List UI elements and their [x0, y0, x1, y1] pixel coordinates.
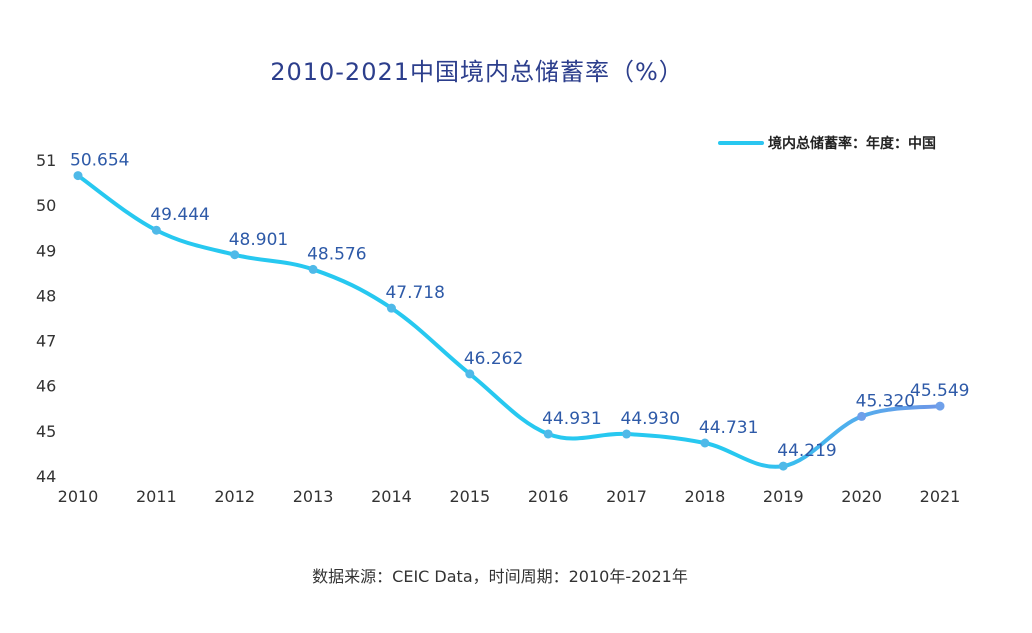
x-tick-label: 2013 [293, 487, 334, 506]
data-point [230, 250, 240, 260]
x-tick-label: 2012 [214, 487, 255, 506]
data-point [386, 303, 396, 313]
y-tick-label: 46 [36, 377, 56, 396]
data-point [543, 429, 553, 439]
data-point [622, 429, 632, 439]
data-label: 45.320 [856, 391, 915, 411]
data-point [73, 171, 83, 181]
x-tick-label: 2016 [528, 487, 569, 506]
data-point [151, 225, 161, 235]
data-label: 48.576 [307, 244, 366, 264]
y-tick-label: 45 [36, 422, 56, 441]
legend: 境内总储蓄率：年度：中国 [718, 135, 936, 152]
y-axis-ticks: 44 45 46 47 48 49 50 51 [36, 151, 56, 486]
legend-label: 境内总储蓄率：年度：中国 [768, 135, 936, 152]
y-tick-label: 44 [36, 467, 56, 486]
x-tick-label: 2014 [371, 487, 412, 506]
x-tick-label: 2015 [449, 487, 490, 506]
y-tick-label: 47 [36, 332, 56, 351]
data-point [700, 438, 710, 448]
data-label: 44.731 [699, 418, 758, 438]
y-tick-label: 49 [36, 241, 56, 260]
data-point [935, 401, 945, 411]
x-tick-label: 2011 [136, 487, 177, 506]
data-point [308, 264, 318, 274]
data-label: 44.931 [542, 409, 601, 429]
x-axis-ticks: 2010 2011 2012 2013 2014 2015 2016 2017 2018 2019… [58, 487, 961, 506]
data-point [857, 411, 867, 421]
data-label: 49.444 [150, 205, 209, 225]
chart-title: 2010-2021中国境内总储蓄率（%） [270, 58, 684, 86]
data-labels: 50.654 49.444 48.901 48.576 47.718 46.262 44.9… [70, 151, 969, 461]
data-point [465, 369, 475, 379]
data-label: 45.549 [910, 381, 969, 401]
x-tick-label: 2018 [685, 487, 726, 506]
data-label: 46.262 [464, 349, 523, 369]
y-tick-label: 50 [36, 196, 56, 215]
data-label: 50.654 [70, 151, 129, 171]
y-tick-label: 48 [36, 286, 56, 305]
x-tick-label: 2021 [920, 487, 961, 506]
x-tick-label: 2017 [606, 487, 647, 506]
data-point [778, 461, 788, 471]
data-label: 47.718 [385, 283, 444, 303]
source-note: 数据来源：CEIC Data，时间周期：2010年-2021年 [312, 567, 688, 586]
data-points [73, 171, 945, 471]
data-label: 48.901 [229, 230, 288, 250]
x-tick-label: 2020 [841, 487, 882, 506]
data-label: 44.930 [621, 409, 680, 429]
x-tick-label: 2019 [763, 487, 804, 506]
y-tick-label: 51 [36, 151, 56, 170]
x-tick-label: 2010 [58, 487, 99, 506]
data-label: 44.219 [777, 441, 836, 461]
